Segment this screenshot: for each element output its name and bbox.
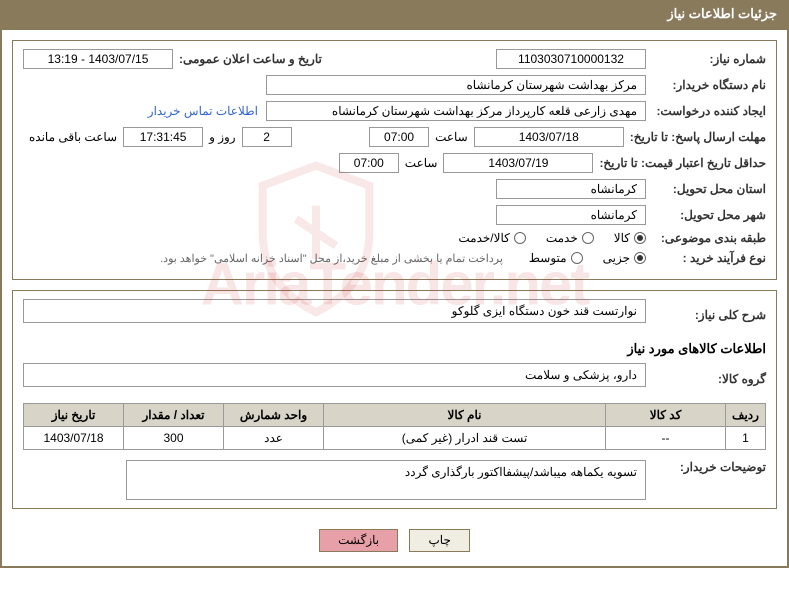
delivery-city-label: شهر محل تحویل: — [646, 208, 766, 222]
buyer-contact-link[interactable]: اطلاعات تماس خریدار — [148, 104, 258, 118]
time-label-2: ساعت — [399, 156, 444, 170]
table-cell: 300 — [124, 427, 224, 450]
back-button[interactable]: بازگشت — [319, 529, 398, 552]
row-creator: ایجاد کننده درخواست: مهدی زارعی قلعه کار… — [23, 101, 766, 121]
announce-datetime-value: 1403/07/15 - 13:19 — [23, 49, 173, 69]
goods-group-label: گروه کالا: — [646, 372, 766, 386]
row-goods-group: گروه کالا: دارو، پزشکی و سلامت — [23, 363, 766, 395]
request-number-value: 1103030710000132 — [496, 49, 646, 69]
goods-table-body: 1--تست قند ادرار (غیر کمی)عدد3001403/07/… — [24, 427, 766, 450]
response-date-value: 1403/07/18 — [474, 127, 624, 147]
table-header-cell: کد کالا — [606, 404, 726, 427]
print-button[interactable]: چاپ — [409, 529, 469, 552]
goods-table: ردیفکد کالانام کالاواحد شمارشتعداد / مقد… — [23, 403, 766, 450]
goods-section-title: اطلاعات کالاهای مورد نیاز — [23, 341, 766, 357]
response-time-value: 07:00 — [369, 127, 429, 147]
creator-label: ایجاد کننده درخواست: — [646, 104, 766, 118]
table-cell: تست قند ادرار (غیر کمی) — [324, 427, 606, 450]
days-count-value: 2 — [242, 127, 292, 147]
summary-value: نوارتست قند خون دستگاه ایزی گلوکو — [23, 299, 646, 323]
payment-note: پرداخت تمام یا بخشی از مبلغ خرید،از محل … — [160, 252, 503, 265]
announce-datetime-label: تاریخ و ساعت اعلان عمومی: — [173, 52, 322, 66]
row-delivery-province: استان محل تحویل: کرمانشاه — [23, 179, 766, 199]
radio-icon — [582, 232, 594, 244]
outer-container: AriaTender.net شماره نیاز: 1103030710000… — [0, 28, 789, 568]
row-request-number: شماره نیاز: 1103030710000132 تاریخ و ساع… — [23, 49, 766, 69]
category-radio-group: کالا خدمت کالا/خدمت — [442, 231, 646, 245]
category-option-1[interactable]: خدمت — [546, 231, 594, 245]
delivery-province-label: استان محل تحویل: — [646, 182, 766, 196]
table-header-cell: تعداد / مقدار — [124, 404, 224, 427]
button-bar: چاپ بازگشت — [2, 519, 787, 566]
row-summary: شرح کلی نیاز: نوارتست قند خون دستگاه ایز… — [23, 299, 766, 331]
row-delivery-city: شهر محل تحویل: کرمانشاه — [23, 205, 766, 225]
radio-icon — [571, 252, 583, 264]
radio-icon — [634, 232, 646, 244]
delivery-city-value: کرمانشاه — [496, 205, 646, 225]
row-process-type: نوع فرآیند خرید : جزیی متوسط پرداخت تمام … — [23, 251, 766, 265]
table-header-cell: تاریخ نیاز — [24, 404, 124, 427]
summary-label: شرح کلی نیاز: — [646, 308, 766, 322]
time-label-1: ساعت — [429, 130, 474, 144]
creator-value: مهدی زارعی قلعه کارپرداز مرکز بهداشت شهر… — [266, 101, 646, 121]
row-category: طبقه بندی موضوعی: کالا خدمت کالا/خدمت — [23, 231, 766, 245]
radio-label: خدمت — [546, 231, 578, 245]
process-option-1[interactable]: متوسط — [529, 251, 583, 265]
category-label: طبقه بندی موضوعی: — [646, 231, 766, 245]
radio-label: جزیی — [603, 251, 630, 265]
table-row: 1--تست قند ادرار (غیر کمی)عدد3001403/07/… — [24, 427, 766, 450]
page-title: جزئیات اطلاعات نیاز — [667, 6, 777, 21]
buyer-org-label: نام دستگاه خریدار: — [646, 78, 766, 92]
countdown-value: 17:31:45 — [123, 127, 203, 147]
table-cell: 1403/07/18 — [24, 427, 124, 450]
table-cell: -- — [606, 427, 726, 450]
row-buyer-notes: توضیحات خریدار: تسویه یکماهه میباشد/پیشف… — [23, 460, 766, 500]
radio-icon — [514, 232, 526, 244]
response-deadline-label: مهلت ارسال پاسخ: تا تاریخ: — [624, 130, 766, 144]
buyer-notes-label: توضیحات خریدار: — [646, 460, 766, 474]
remaining-label: ساعت باقی مانده — [23, 130, 123, 144]
row-response-deadline: مهلت ارسال پاسخ: تا تاریخ: 1403/07/18 سا… — [23, 127, 766, 147]
validity-label: حداقل تاریخ اعتبار قیمت: تا تاریخ: — [593, 156, 766, 170]
delivery-province-value: کرمانشاه — [496, 179, 646, 199]
validity-date-value: 1403/07/19 — [443, 153, 593, 173]
table-header-cell: ردیف — [726, 404, 766, 427]
days-and-label: روز و — [203, 130, 242, 144]
process-radio-group: جزیی متوسط — [513, 251, 646, 265]
table-cell: 1 — [726, 427, 766, 450]
radio-label: متوسط — [529, 251, 567, 265]
table-header-cell: نام کالا — [324, 404, 606, 427]
table-cell: عدد — [224, 427, 324, 450]
row-validity: حداقل تاریخ اعتبار قیمت: تا تاریخ: 1403/… — [23, 153, 766, 173]
radio-label: کالا — [614, 231, 630, 245]
goods-table-head: ردیفکد کالانام کالاواحد شمارشتعداد / مقد… — [24, 404, 766, 427]
process-type-label: نوع فرآیند خرید : — [646, 251, 766, 265]
row-buyer-org: نام دستگاه خریدار: مرکز بهداشت شهرستان ک… — [23, 75, 766, 95]
request-number-label: شماره نیاز: — [646, 52, 766, 66]
category-option-0[interactable]: کالا — [614, 231, 646, 245]
goods-group-value: دارو، پزشکی و سلامت — [23, 363, 646, 387]
radio-icon — [634, 252, 646, 264]
page-header: جزئیات اطلاعات نیاز — [0, 0, 789, 28]
category-option-2[interactable]: کالا/خدمت — [458, 231, 525, 245]
buyer-notes-value: تسویه یکماهه میباشد/پیشفااکتور بارگذاری … — [126, 460, 646, 500]
table-header-cell: واحد شمارش — [224, 404, 324, 427]
details-panel: شماره نیاز: 1103030710000132 تاریخ و ساع… — [12, 40, 777, 280]
radio-label: کالا/خدمت — [458, 231, 509, 245]
process-option-0[interactable]: جزیی — [603, 251, 646, 265]
summary-panel: شرح کلی نیاز: نوارتست قند خون دستگاه ایز… — [12, 290, 777, 509]
validity-time-value: 07:00 — [339, 153, 399, 173]
buyer-org-value: مرکز بهداشت شهرستان کرمانشاه — [266, 75, 646, 95]
